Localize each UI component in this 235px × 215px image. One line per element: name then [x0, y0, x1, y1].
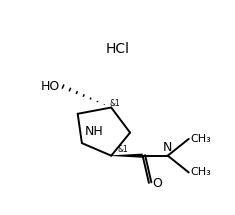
- Text: O: O: [152, 177, 162, 190]
- Text: &1: &1: [109, 99, 120, 108]
- Text: NH: NH: [85, 125, 104, 138]
- Text: HCl: HCl: [106, 42, 129, 56]
- Text: &1: &1: [118, 145, 128, 154]
- Polygon shape: [111, 154, 143, 158]
- Text: N: N: [163, 141, 172, 154]
- Text: CH₃: CH₃: [191, 134, 212, 144]
- Text: HO: HO: [41, 80, 60, 93]
- Text: CH₃: CH₃: [191, 167, 212, 177]
